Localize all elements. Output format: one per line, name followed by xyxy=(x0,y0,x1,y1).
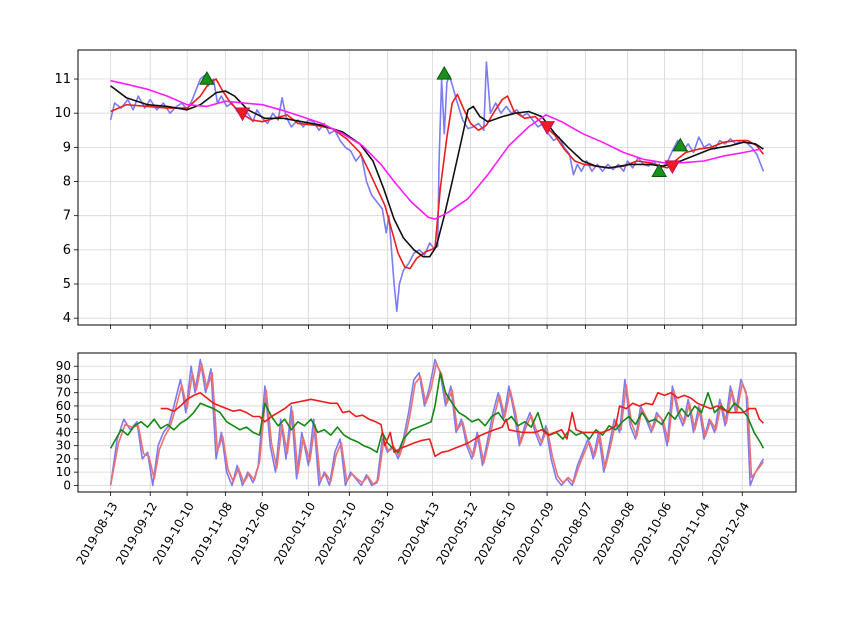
axes-frame-top xyxy=(77,49,797,326)
y-tick-label: 8 xyxy=(63,175,71,190)
y-tick-label: 40 xyxy=(56,425,71,439)
series-line-bottom-2 xyxy=(109,372,765,454)
series-group-top xyxy=(109,61,765,313)
buy-marker-1 xyxy=(436,65,453,80)
y-tick-label: 11 xyxy=(54,72,71,87)
y-tick-label: 20 xyxy=(56,452,71,466)
y-tick-label: 30 xyxy=(56,439,71,453)
y-tick-label: 60 xyxy=(56,399,71,413)
series-line-top-3 xyxy=(110,79,761,220)
series-group-bottom xyxy=(109,358,765,487)
axes-frame-bottom xyxy=(77,352,797,493)
y-tick-label: 4 xyxy=(63,311,71,326)
x-tick-label: 2020-08-07 xyxy=(548,500,595,567)
y-tick-label: 80 xyxy=(56,372,71,386)
plot-area-top xyxy=(78,50,796,325)
sell-marker-6 xyxy=(664,160,681,175)
y-tick-label: 5 xyxy=(63,277,71,292)
x-tick-label: 2020-01-10 xyxy=(271,500,318,567)
y-tick-label: 6 xyxy=(63,243,71,258)
y-tick-label: 50 xyxy=(56,412,71,426)
y-tick-label: 70 xyxy=(56,386,71,400)
x-tick-label: 2020-12-04 xyxy=(705,500,752,567)
sell-marker-4 xyxy=(234,107,251,122)
y-tick-label: 90 xyxy=(56,359,71,373)
x-tick-label: 2019-08-13 xyxy=(74,500,121,567)
x-tick-label: 2020-11-04 xyxy=(666,500,713,567)
buy-marker-0 xyxy=(199,71,215,85)
series-line-top-1 xyxy=(110,78,765,270)
plot-area-bottom xyxy=(78,353,796,492)
y-tick-label: 0 xyxy=(63,478,71,492)
y-tick-label: 7 xyxy=(63,209,71,224)
panel-top: 4 5 6 7 8 9 10 11 xyxy=(54,49,797,329)
x-tick-label: 2020-03-10 xyxy=(350,500,397,567)
y-tick-label: 9 xyxy=(63,140,71,155)
buy-marker-2 xyxy=(651,163,668,178)
y-tick-label: 10 xyxy=(56,465,71,479)
y-tick-label: 10 xyxy=(54,106,71,121)
series-line-bottom-3 xyxy=(160,391,764,458)
panel-bottom: 01020304050607080902019-08-132019-09-122… xyxy=(56,352,797,567)
buy-marker-3 xyxy=(672,137,689,152)
sell-marker-5 xyxy=(539,121,555,135)
series-line-top-2 xyxy=(110,85,764,258)
